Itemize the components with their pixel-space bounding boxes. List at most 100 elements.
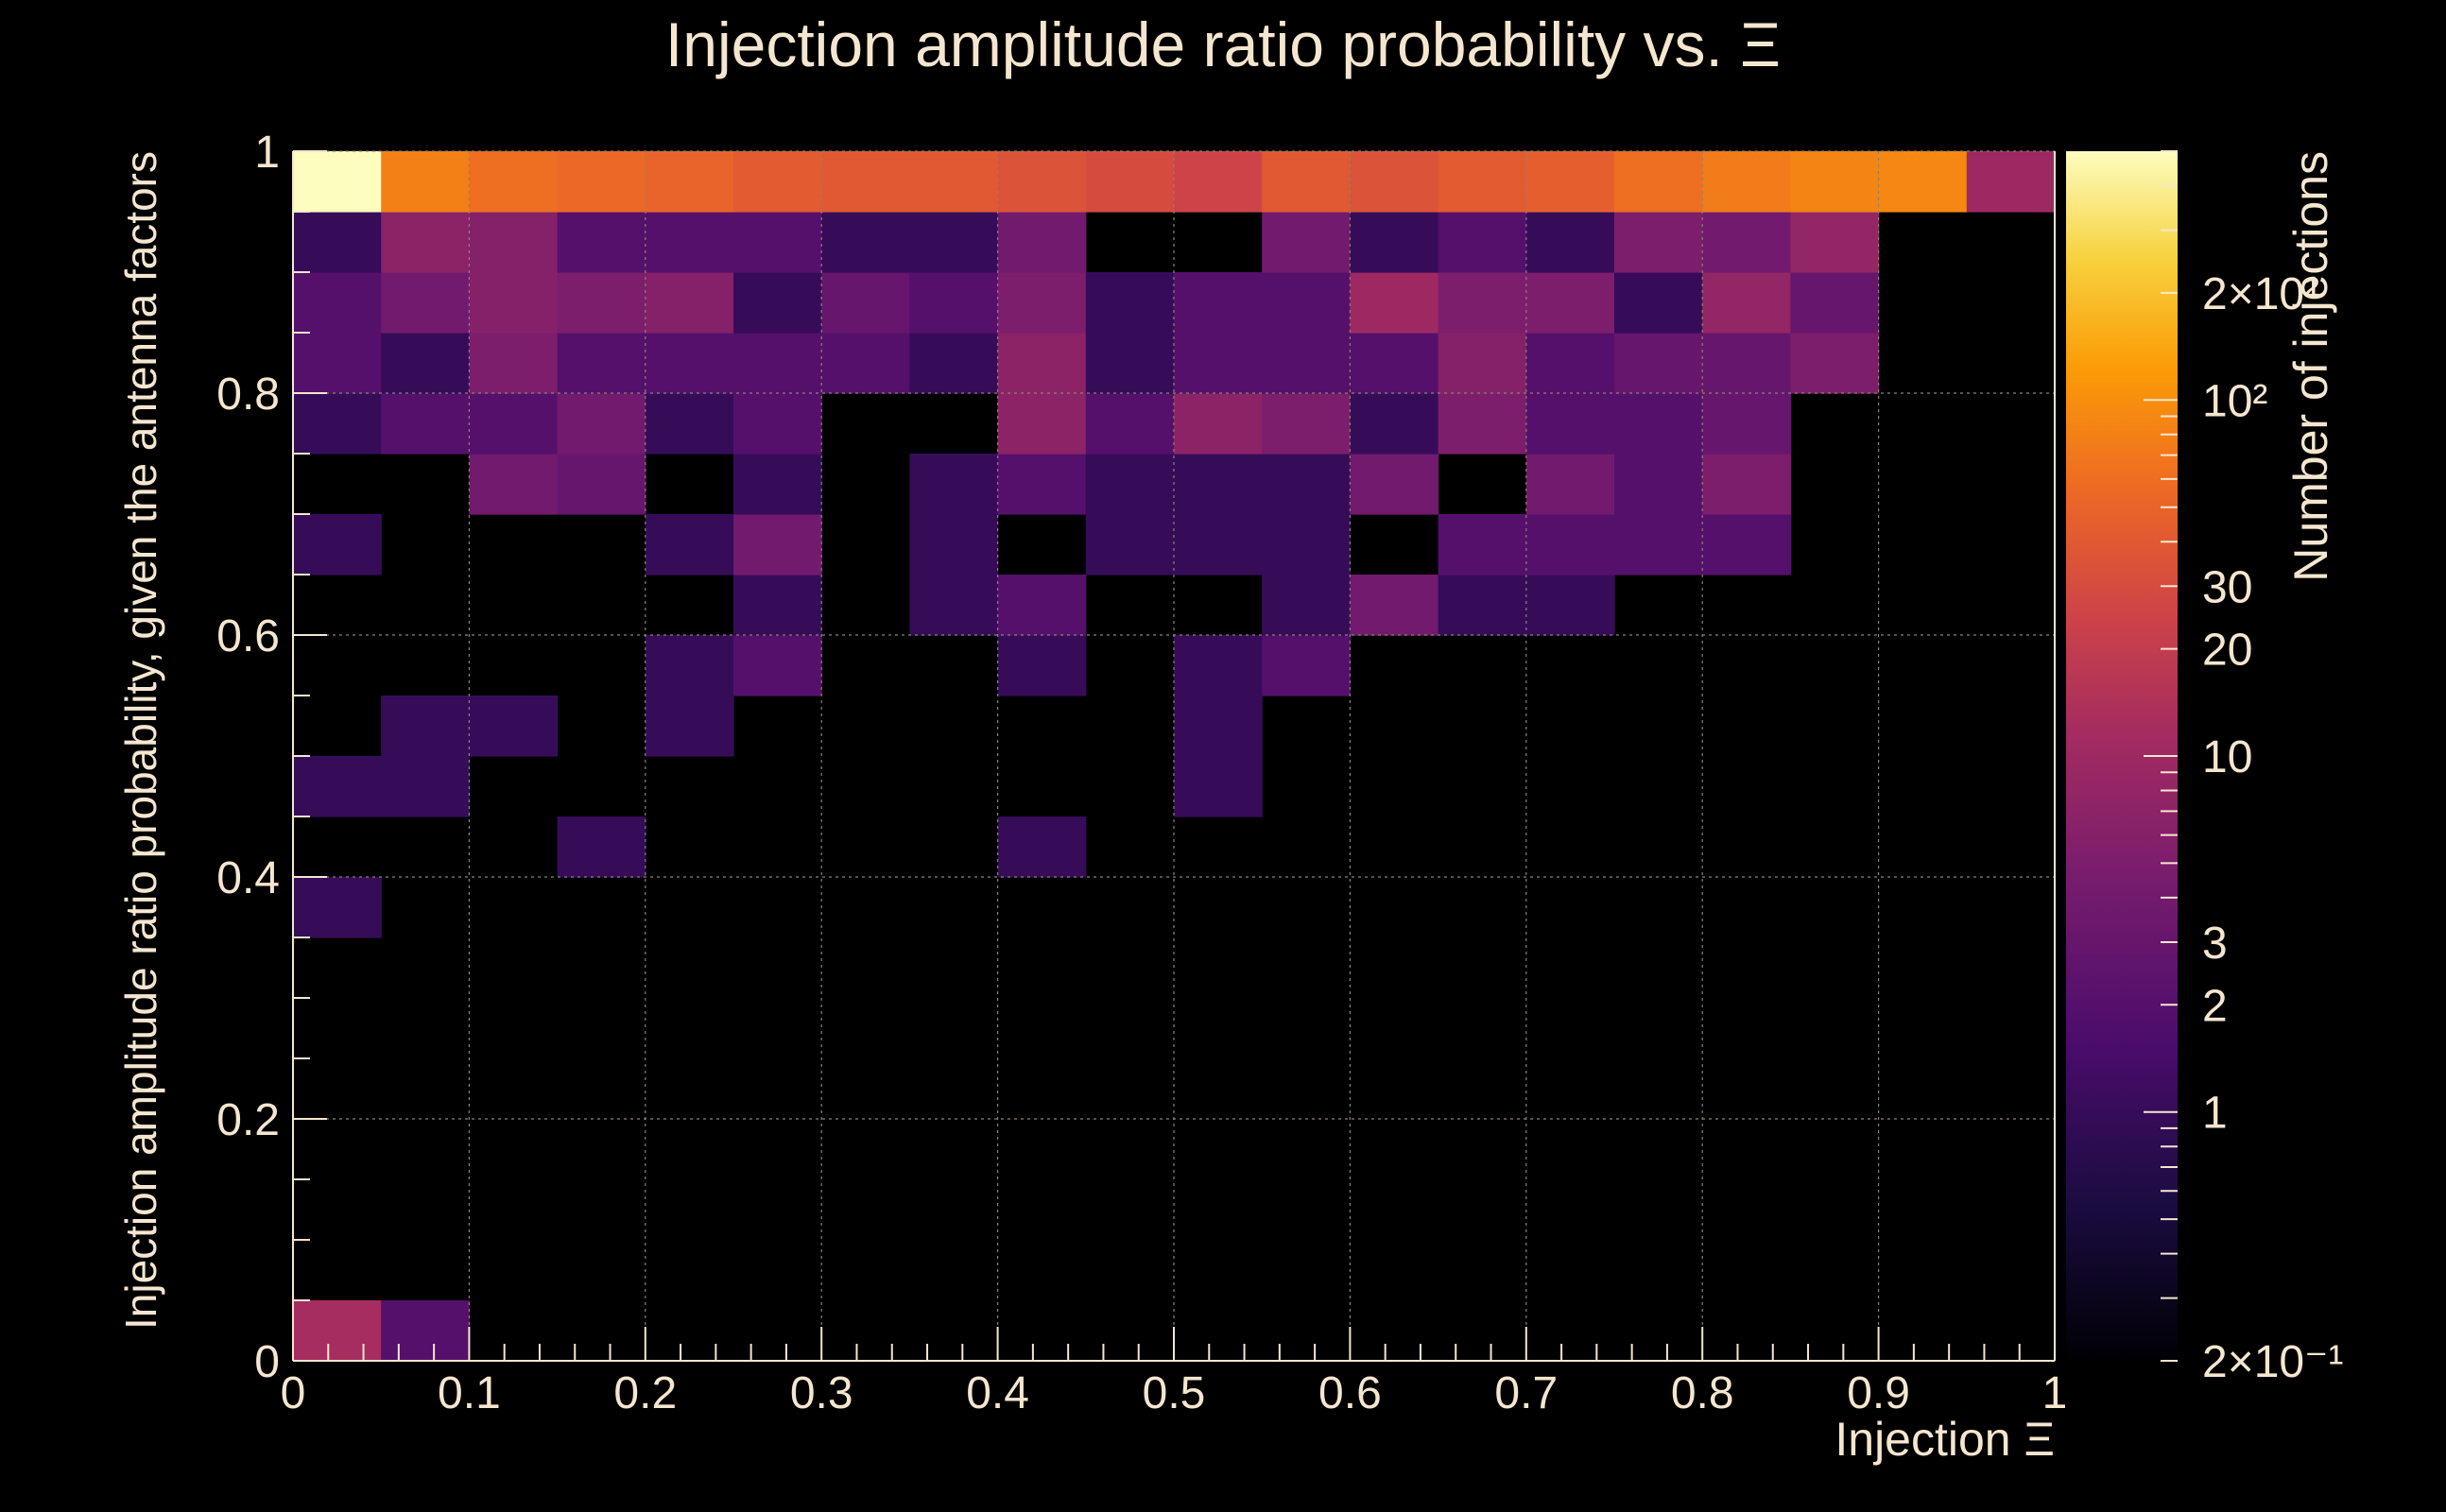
x-axis-ticks: 0 0.1 0.2 0.3 0.4 0.5 0.6 0.7 0.8 0.9 1: [281, 1327, 2068, 1418]
heatmap-cell: [1878, 151, 1968, 213]
heatmap-cell: [1790, 333, 1880, 394]
heatmap-cell: [1085, 454, 1175, 515]
heatmap-cell: [997, 454, 1087, 515]
heatmap-cell: [1614, 454, 1703, 515]
heatmap-cell: [645, 272, 734, 334]
heatmap-cell: [733, 454, 822, 515]
heatmap-cell: [469, 333, 559, 394]
heatmap-cell: [821, 212, 910, 273]
heatmap-cell: [1702, 212, 1791, 273]
heatmap-cell: [1525, 333, 1615, 394]
heatmap-cell: [1262, 575, 1351, 636]
color-bar-ticks: 2×10⁻¹ 1 2 3 10 20 30 10² 2×10²: [2144, 150, 2343, 1387]
x-tick-label: 0.3: [790, 1368, 853, 1418]
heatmap-cell: [293, 151, 382, 213]
heatmap-cell: [1438, 151, 1527, 213]
heatmap-cell: [1614, 333, 1703, 394]
color-bar-tick-label: 1: [2202, 1089, 2228, 1139]
heatmap-cell: [381, 333, 470, 394]
heatmap-cell: [1438, 514, 1527, 576]
heatmap-cell: [645, 696, 734, 757]
heatmap-cell: [381, 1300, 470, 1362]
heatmap-cell: [1085, 393, 1175, 455]
heatmap-cell: [1174, 151, 1263, 213]
color-bar-tick-label: 10²: [2202, 376, 2267, 426]
heatmap-cell: [821, 272, 910, 334]
heatmap-cell: [1702, 393, 1791, 455]
heatmap-cell: [997, 151, 1087, 213]
heatmap-cell: [1614, 272, 1703, 334]
heatmap-cell: [1350, 393, 1439, 455]
heatmap-cell: [293, 514, 382, 576]
heatmap-cell: [381, 393, 470, 455]
heatmap-cell: [1438, 333, 1527, 394]
heatmap-cell: [293, 333, 382, 394]
y-tick-label: 0.8: [216, 369, 280, 420]
color-bar-tick-label: 20: [2202, 626, 2252, 676]
heatmap-cell: [909, 333, 999, 394]
heatmap-cell: [469, 454, 559, 515]
heatmap-cell: [909, 272, 999, 334]
heatmap-cell: [1174, 696, 1263, 757]
chart-title: Injection amplitude ratio probability vs…: [665, 9, 1781, 79]
heatmap-cell: [557, 333, 646, 394]
heatmap-cell: [645, 514, 734, 576]
heatmap-cell: [557, 816, 646, 878]
color-bar-tick-label: 2×10⁻¹: [2202, 1337, 2343, 1387]
x-tick-label: 0: [281, 1368, 306, 1418]
heatmap-cell: [469, 393, 559, 455]
heatmap-cell: [1350, 151, 1439, 213]
heatmap-cell: [997, 212, 1087, 273]
x-tick-label: 0.8: [1671, 1368, 1734, 1418]
heatmap-cell: [469, 212, 559, 273]
heatmap-cell: [909, 454, 999, 515]
x-tick-label: 0.5: [1143, 1368, 1206, 1418]
color-bar-tick-label: 30: [2202, 562, 2252, 612]
heatmap-cell: [1790, 151, 1880, 213]
heatmap-cell: [1174, 272, 1263, 334]
heatmap-cell: [1438, 393, 1527, 455]
heatmap-cell: [1085, 151, 1175, 213]
heatmap-cell: [1174, 393, 1263, 455]
heatmap-cell: [1262, 454, 1351, 515]
heatmap-cell: [557, 393, 646, 455]
heatmap-cell: [1702, 272, 1791, 334]
heatmap-cell: [733, 514, 822, 576]
heatmap-cell: [1262, 635, 1351, 696]
heatmap-cell: [1262, 333, 1351, 394]
y-axis-label: Injection amplitude ratio probability, g…: [116, 151, 165, 1330]
heatmap-cell: [997, 393, 1087, 455]
heatmap-cell: [997, 575, 1087, 636]
heatmap-cell: [1350, 454, 1439, 515]
heatmap-cell: [293, 877, 382, 938]
heatmap-cell: [909, 212, 999, 273]
x-tick-label: 1: [2042, 1368, 2068, 1418]
heatmap-cells: [293, 151, 2056, 1362]
heatmap-cell: [1262, 514, 1351, 576]
color-bar-label: Number of injections: [2284, 151, 2337, 582]
heatmap-cell: [1702, 514, 1791, 576]
y-tick-label: 0.4: [216, 853, 280, 903]
heatmap-cell: [293, 212, 382, 273]
heatmap-cell: [293, 272, 382, 334]
heatmap-cell: [645, 212, 734, 273]
heatmap-cell: [469, 696, 559, 757]
heatmap-cell: [293, 756, 382, 817]
heatmap-cell: [1702, 151, 1791, 213]
color-bar-tick-label: 10: [2202, 732, 2252, 782]
heatmap-cell: [381, 151, 470, 213]
heatmap-cell: [1174, 454, 1263, 515]
heatmap-cell: [1262, 151, 1351, 213]
x-tick-label: 0.6: [1318, 1368, 1382, 1418]
heatmap-cell: [469, 272, 559, 334]
y-tick-label: 1: [254, 128, 280, 178]
heatmap-cell: [1085, 272, 1175, 334]
heatmap-cell: [645, 151, 734, 213]
heatmap-cell: [1174, 514, 1263, 576]
heatmap-cell: [381, 756, 470, 817]
x-axis-label: Injection Ξ: [1834, 1413, 2055, 1466]
heatmap-cell: [733, 151, 822, 213]
heatmap-cell: [1350, 212, 1439, 273]
heatmap-cell: [997, 816, 1087, 878]
